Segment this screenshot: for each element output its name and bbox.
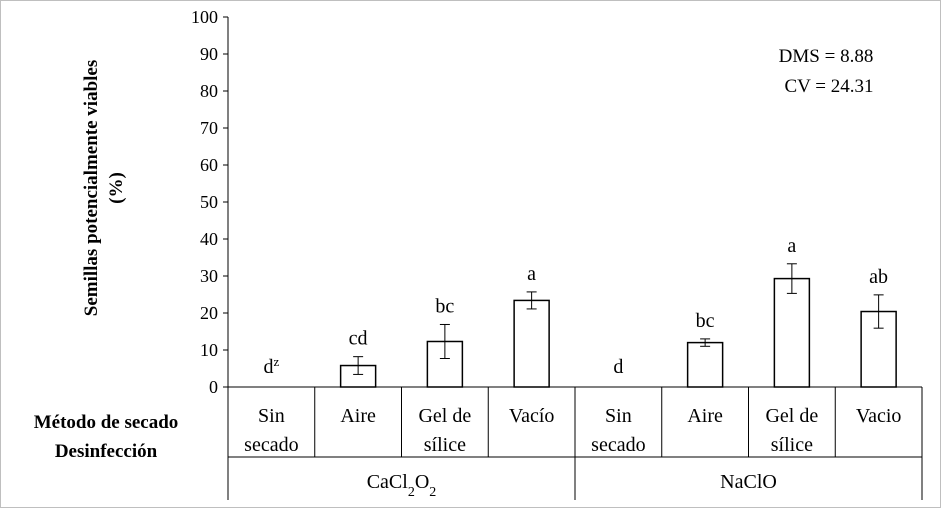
stats-block: DMS = 8.88 CV = 24.31: [779, 46, 874, 97]
significance-letter: bc: [696, 310, 715, 332]
category-table: Sin secado Aire Gel de sílice Vacío Sin secado A…: [227, 387, 923, 500]
bar: [773, 277, 811, 388]
y-tick-label: 30: [200, 266, 218, 286]
y-tick-label: 70: [200, 118, 218, 138]
significance-letter: ab: [869, 266, 888, 288]
significance-letter: d: [613, 356, 623, 378]
category-label-line1: Vacío: [509, 405, 555, 427]
y-tick-label: 60: [200, 155, 218, 175]
stat-dms: DMS = 8.88: [779, 46, 874, 67]
significance-letter: a: [787, 235, 796, 257]
y-tick-label: 40: [200, 229, 218, 249]
significance-letter: bc: [435, 295, 454, 317]
significance-letter: a: [527, 263, 536, 285]
y-tick-label: 10: [200, 340, 218, 360]
bar: [513, 299, 550, 388]
y-tick-label: 90: [200, 44, 218, 64]
category-label-line2: sílice: [771, 434, 813, 456]
category-label-line1: Vacio: [856, 405, 902, 427]
y-tick-label: 100: [191, 7, 218, 27]
y-axis-title-line2: (%): [106, 172, 127, 204]
category-label-line1: Sin: [605, 405, 632, 427]
significance-letter: dz: [263, 354, 279, 379]
y-tick-label: 80: [200, 81, 218, 101]
category-label-line1: Sin: [258, 405, 285, 427]
stat-cv: CV = 24.31: [784, 76, 873, 97]
y-axis-title: Semillas potencialmente viables (%): [81, 60, 127, 316]
bar: [686, 341, 724, 388]
group-label: CaCl2O2: [367, 471, 437, 500]
category-label-line1: Gel de: [765, 405, 818, 427]
group-label: NaClO: [720, 471, 777, 493]
bars-layer: dz cd bc a d bc a ab: [228, 235, 922, 388]
category-label-line2: secado: [591, 434, 645, 456]
y-tick-label: 20: [200, 303, 218, 323]
y-axis-title-line1: Semillas potencialmente viables: [81, 60, 102, 316]
category-label-line2: sílice: [424, 434, 466, 456]
category-label-line1: Gel de: [418, 405, 471, 427]
significance-letter: cd: [349, 328, 368, 350]
row-label-disinfection: Desinfección: [55, 441, 158, 462]
y-axis-ticks: 0 10 20 30 40 50 60 70 80 90 100: [191, 7, 228, 397]
y-tick-label: 0: [209, 377, 218, 397]
y-tick-label: 50: [200, 192, 218, 212]
category-label-line2: secado: [244, 434, 298, 456]
category-label-line1: Aire: [687, 405, 723, 427]
row-label-drying-method: Método de secado: [34, 412, 179, 433]
category-label-line1: Aire: [340, 405, 376, 427]
